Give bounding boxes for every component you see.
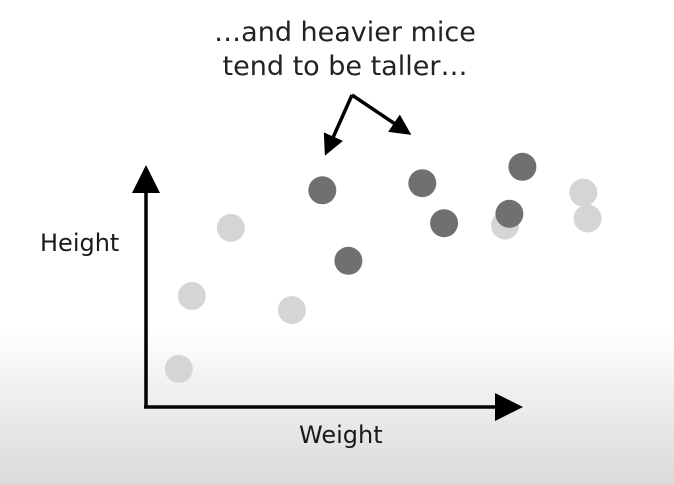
highlighted-point-5 bbox=[495, 199, 524, 228]
callout-arrow-left bbox=[323, 94, 354, 156]
data-point-6 bbox=[573, 204, 602, 233]
x-axis-label: Weight bbox=[299, 421, 383, 449]
callout-arrow-right bbox=[351, 93, 412, 135]
annotation-line-2: tend to be taller… bbox=[222, 51, 468, 82]
highlighted-point-6 bbox=[508, 152, 537, 181]
annotation-line-1: …and heavier mice bbox=[214, 17, 476, 48]
points-layer bbox=[164, 152, 602, 383]
data-point-2 bbox=[177, 282, 206, 310]
highlighted-point-3 bbox=[408, 169, 437, 198]
highlighted-point-1 bbox=[308, 176, 337, 205]
data-point-5 bbox=[569, 178, 598, 207]
data-point-1 bbox=[164, 354, 193, 383]
highlighted-point-4 bbox=[430, 209, 459, 238]
highlighted-point-2 bbox=[334, 246, 363, 275]
data-point-4 bbox=[277, 296, 306, 325]
data-point-3 bbox=[216, 213, 245, 242]
annotation-text: …and heavier mice tend to be taller… bbox=[150, 16, 540, 84]
y-axis-label: Height bbox=[40, 229, 120, 257]
